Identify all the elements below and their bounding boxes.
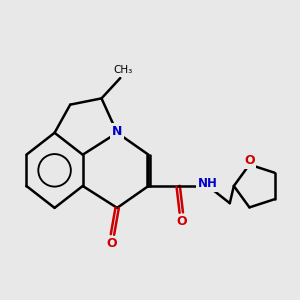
Text: O: O [106,237,117,250]
Text: N: N [112,125,122,138]
Text: NH: NH [198,177,218,190]
Text: O: O [244,154,255,167]
Text: CH₃: CH₃ [114,65,133,75]
Text: O: O [176,215,187,229]
